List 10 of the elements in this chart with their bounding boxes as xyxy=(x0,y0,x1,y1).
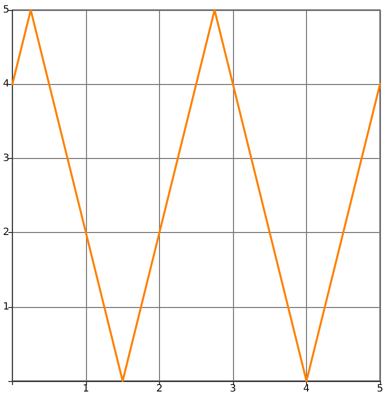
y-tick-label: 3 xyxy=(2,152,10,164)
x-tick-label: 3 xyxy=(230,384,236,394)
x-tick-label: 5 xyxy=(376,384,384,394)
x-tick-label: 2 xyxy=(156,384,163,394)
y-tick-label: 1 xyxy=(2,301,10,312)
y-tick-label: 5 xyxy=(2,4,10,16)
y-tick-label: 4 xyxy=(2,78,10,90)
x-tick-label: 1 xyxy=(82,384,90,394)
y-tick-label: 2 xyxy=(2,227,10,238)
x-tick-label: 4 xyxy=(303,384,310,394)
